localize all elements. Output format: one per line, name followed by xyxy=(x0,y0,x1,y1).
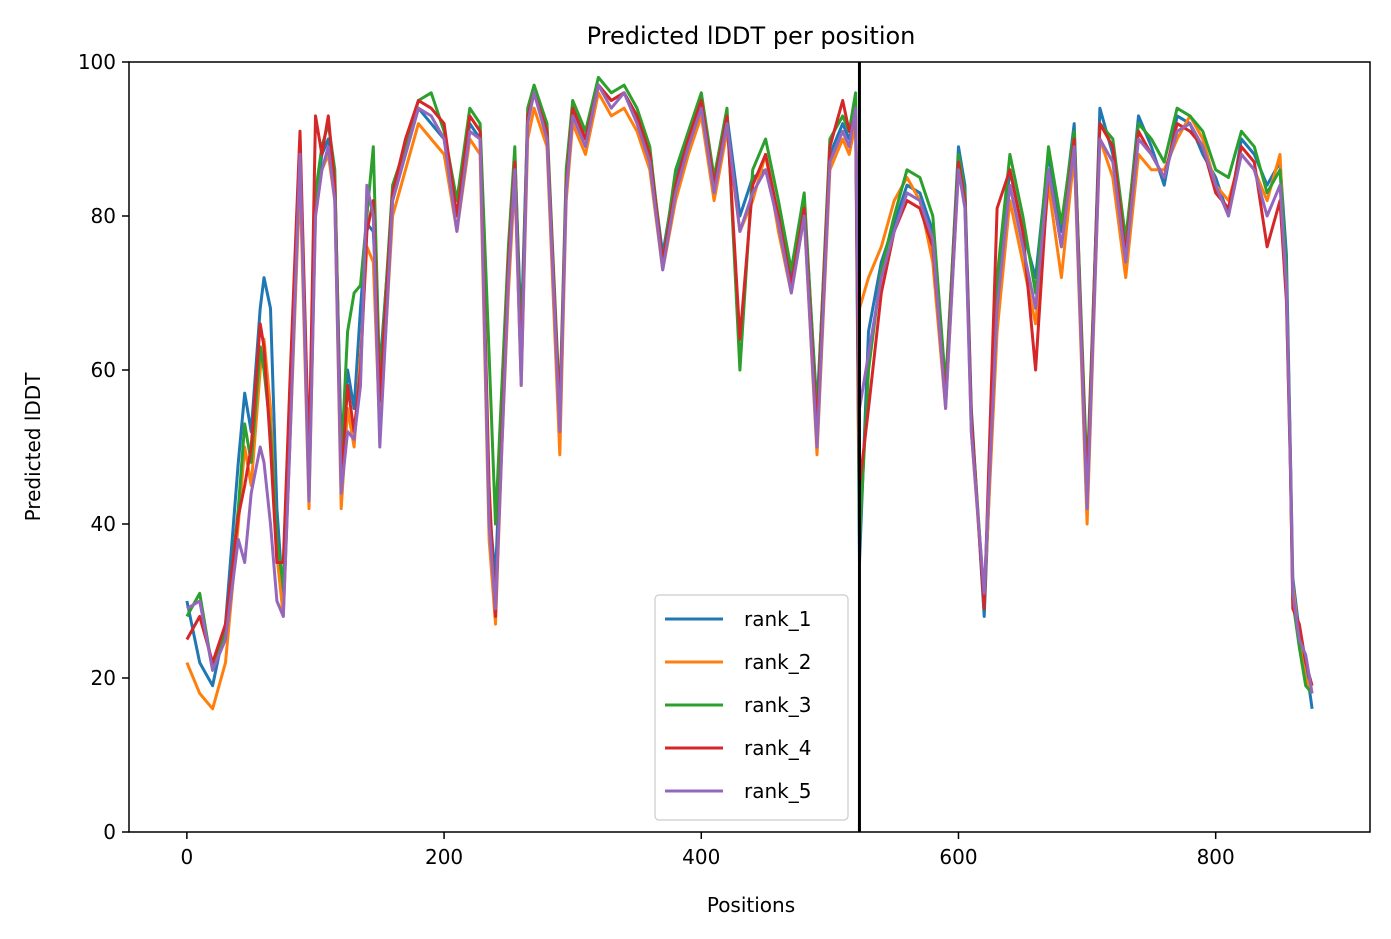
x-tick-label: 200 xyxy=(425,845,463,869)
x-tick-label: 600 xyxy=(939,845,977,869)
legend-label-rank_5: rank_5 xyxy=(744,779,811,803)
y-axis-ticks: 0 20 40 60 80 100 xyxy=(78,50,129,844)
x-tick-label: 800 xyxy=(1197,845,1235,869)
y-tick-label: 40 xyxy=(91,512,116,536)
plot-area xyxy=(185,62,1314,832)
y-tick-label: 100 xyxy=(78,50,116,74)
legend-label-rank_3: rank_3 xyxy=(744,693,811,717)
axes-frame xyxy=(128,61,1371,833)
y-tick-label: 20 xyxy=(91,666,116,690)
x-tick-label: 400 xyxy=(682,845,720,869)
legend-items: rank_1 rank_2 rank_3 rank_4 rank_5 xyxy=(665,607,811,803)
chart-title: Predicted lDDT per position xyxy=(587,22,916,50)
legend: rank_1 rank_2 rank_3 rank_4 rank_5 xyxy=(654,594,849,821)
legend-label-rank_4: rank_4 xyxy=(744,736,811,760)
legend-label-rank_2: rank_2 xyxy=(744,650,811,674)
legend-box xyxy=(654,594,849,821)
x-axis-label: Positions xyxy=(707,893,795,917)
series-layer xyxy=(185,75,1314,711)
x-axis-ticks: 0 200 400 600 800 xyxy=(181,832,1235,869)
y-tick-label: 60 xyxy=(91,358,116,382)
x-tick-label: 0 xyxy=(181,845,194,869)
legend-label-rank_1: rank_1 xyxy=(744,607,811,631)
y-axis-label: Predicted lDDT xyxy=(21,372,45,522)
series-line-rank_5 xyxy=(186,83,1314,694)
y-tick-label: 0 xyxy=(103,820,116,844)
y-tick-label: 80 xyxy=(91,204,116,228)
